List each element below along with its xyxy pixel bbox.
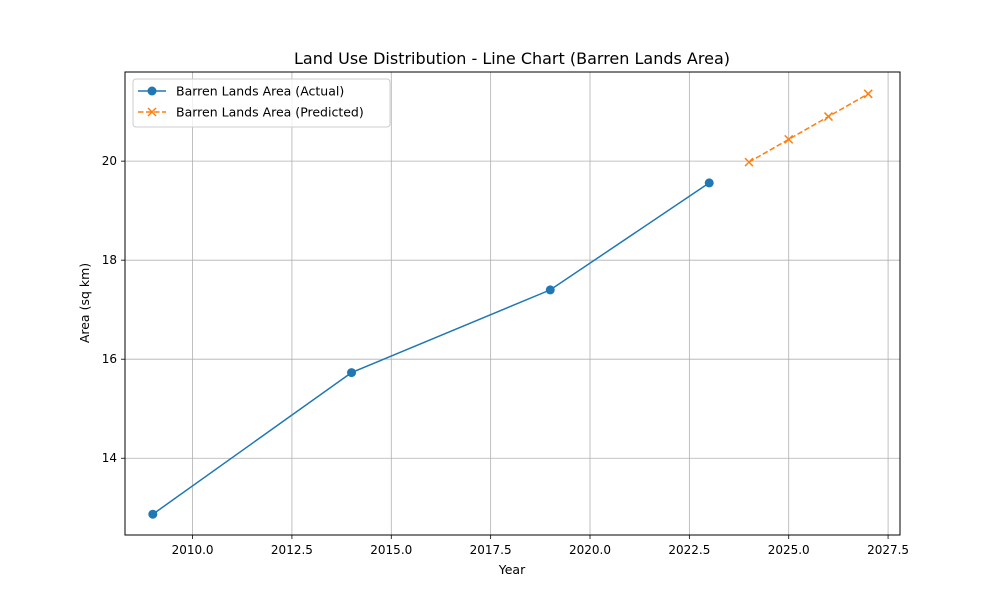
legend: Barren Lands Area (Actual) Barren Lands A… — [132, 78, 391, 128]
data-point — [148, 509, 158, 519]
data-point — [704, 178, 714, 188]
marker-stroke — [784, 134, 794, 144]
marker-stroke — [823, 112, 833, 122]
legend-item: Barren Lands Area (Actual) — [138, 84, 344, 99]
data-point — [823, 112, 833, 122]
data-point — [784, 134, 794, 144]
x-tick-label: 2020.0 — [569, 543, 611, 557]
data-point — [863, 89, 873, 99]
y-tick-label: 18 — [102, 253, 117, 267]
series-1 — [148, 178, 714, 519]
data-point — [744, 157, 754, 167]
data-point — [545, 285, 555, 295]
chart-title: Land Use Distribution - Line Chart (Barr… — [294, 49, 730, 68]
legend-item: Barren Lands Area (Predicted) — [138, 105, 364, 120]
data-point — [347, 368, 357, 378]
y-tick-label: 20 — [102, 154, 117, 168]
axis-ticks: 2010.0 2012.5 2015.0 2017.5 2020.0 2022.5 2025… — [102, 154, 909, 557]
x-tick-label: 2025.0 — [768, 543, 810, 557]
plot-frame — [124, 71, 901, 536]
marker-stroke — [744, 157, 754, 167]
grid — [125, 72, 900, 535]
y-tick-label: 14 — [102, 451, 117, 465]
series-2 — [744, 89, 873, 167]
x-axis-label: Year — [498, 562, 526, 577]
y-tick-label: 16 — [102, 352, 117, 366]
x-tick-label: 2022.5 — [668, 543, 710, 557]
x-tick-label: 2027.5 — [867, 543, 909, 557]
legend-marker — [147, 86, 157, 96]
x-tick-label: 2012.5 — [271, 543, 313, 557]
series-line — [152, 182, 710, 515]
series-layer — [148, 89, 873, 519]
legend-label: Barren Lands Area (Actual) — [176, 84, 344, 99]
legend-label: Barren Lands Area (Predicted) — [176, 105, 364, 120]
x-tick-label: 2015.0 — [370, 543, 412, 557]
y-axis-label: Area (sq km) — [77, 263, 92, 343]
legend-box — [132, 78, 391, 128]
x-tick-label: 2017.5 — [470, 543, 512, 557]
marker-stroke — [863, 89, 873, 99]
x-tick-label: 2010.0 — [172, 543, 214, 557]
legend-marker — [147, 107, 157, 117]
series-line — [748, 93, 869, 163]
marker-stroke — [147, 107, 157, 117]
